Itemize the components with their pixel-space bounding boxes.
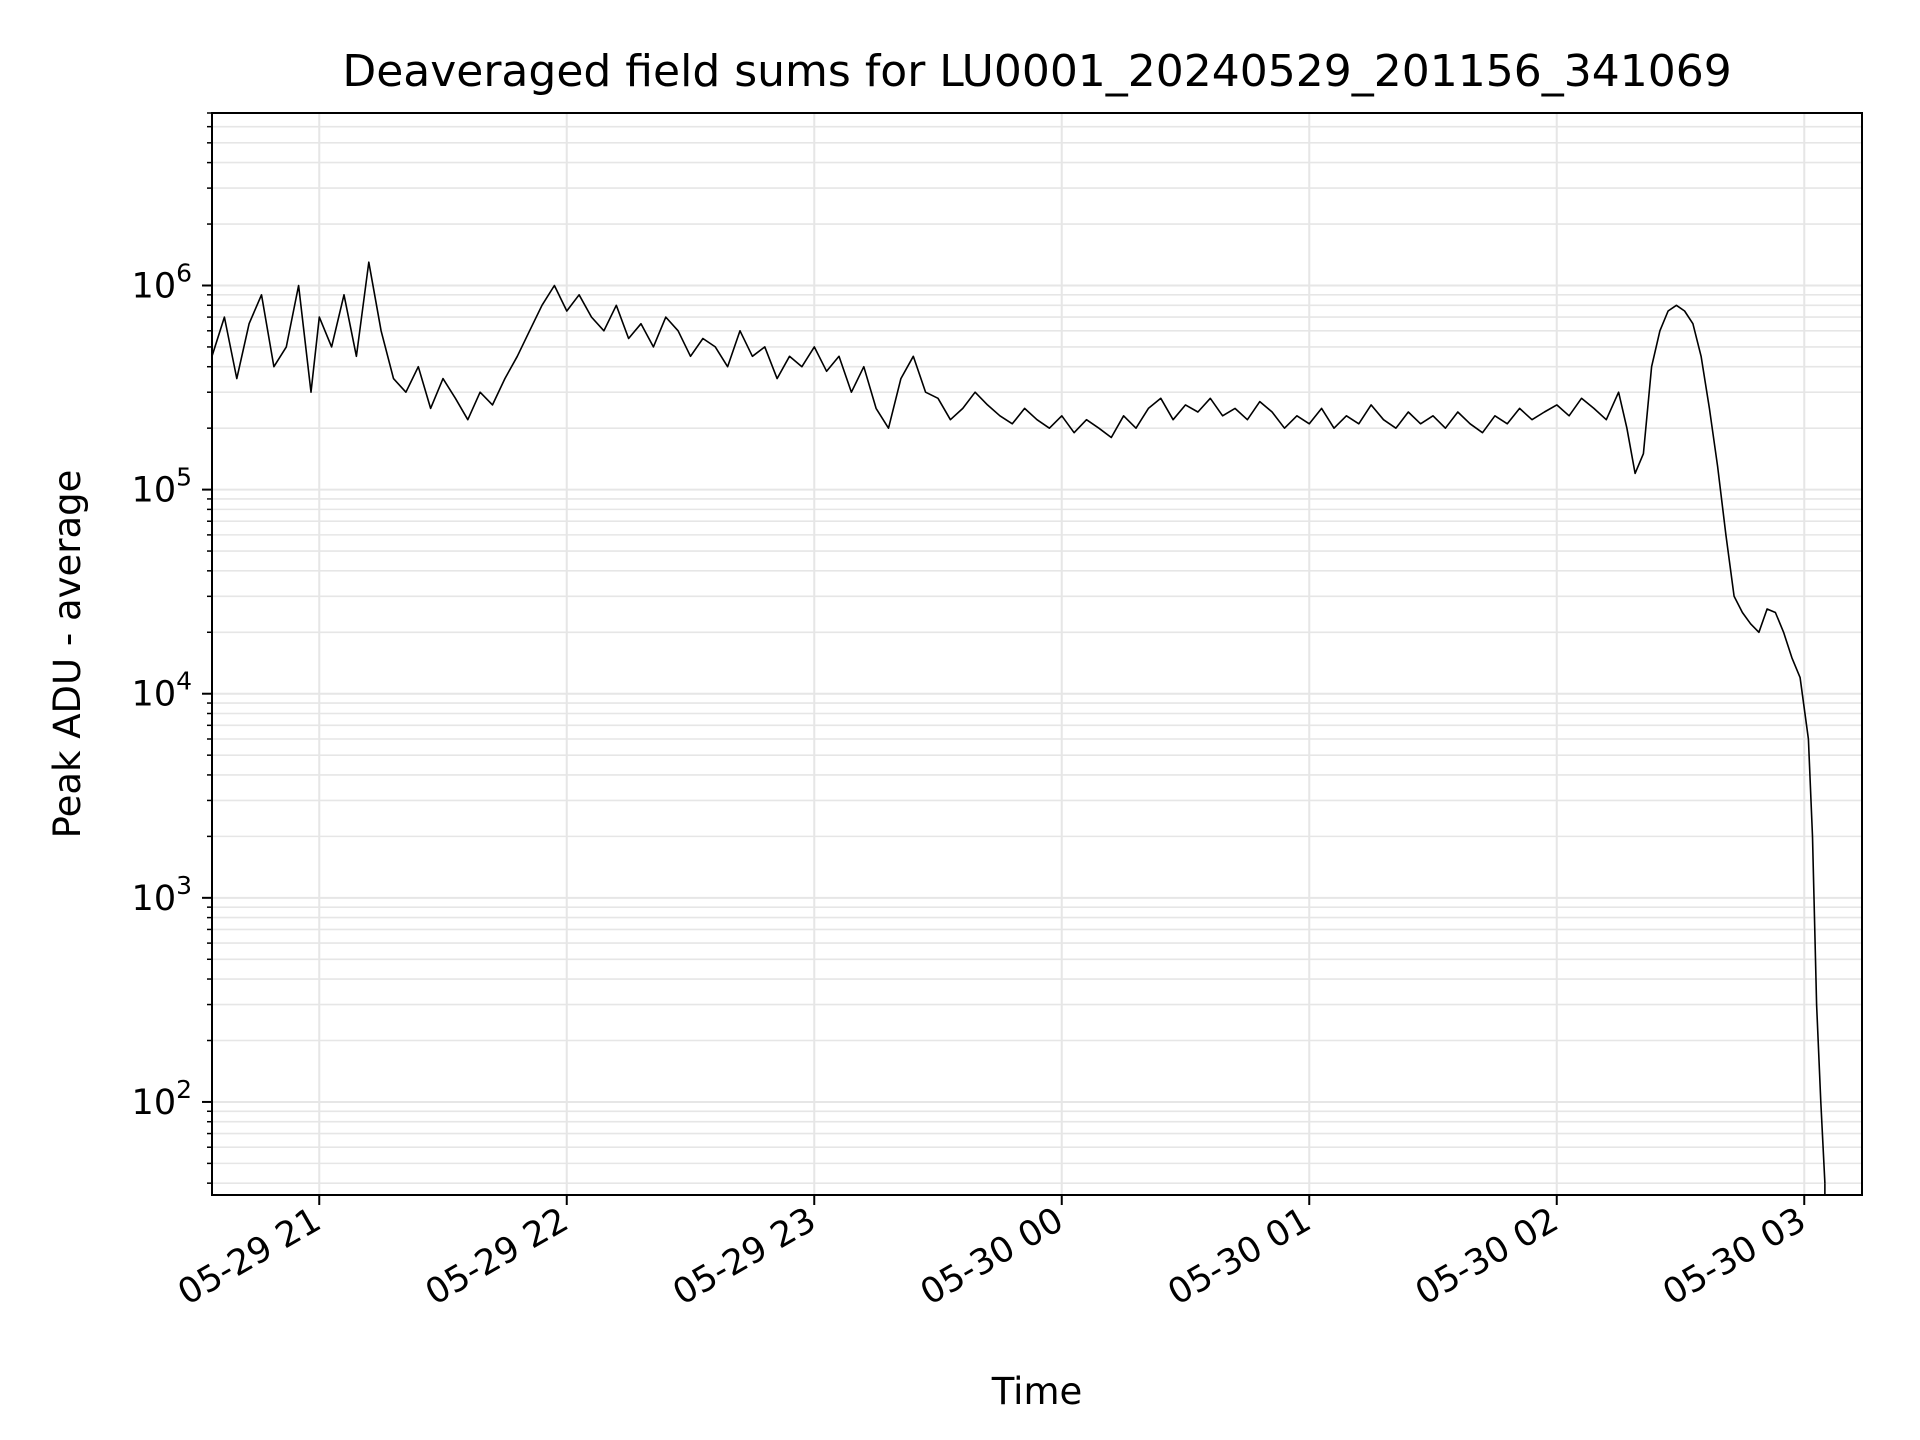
grid-layer — [212, 112, 1862, 1195]
y-axis-label: Peak ADU - average — [46, 470, 89, 839]
y-tick-label: 106 — [132, 258, 192, 306]
chart-title: Deaveraged field sums for LU0001_2024052… — [342, 46, 1731, 97]
plot-frame — [211, 112, 1863, 1196]
y-tick-label: 104 — [132, 667, 192, 715]
data-layer — [211, 261, 1826, 1195]
y-axis-ticks: 102 103 104 105 106 — [132, 112, 212, 1184]
y-tick-label: 105 — [132, 463, 192, 511]
data-series-line — [211, 261, 1826, 1184]
x-axis-label: Time — [991, 1370, 1083, 1413]
y-tick-label: 102 — [132, 1075, 192, 1123]
y-tick-label: 103 — [132, 871, 192, 919]
